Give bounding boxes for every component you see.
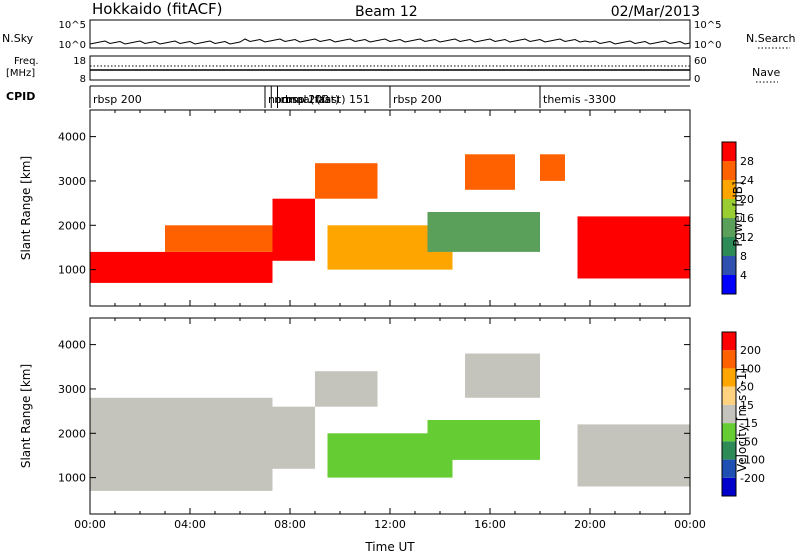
velocity-ylabel: Slant Range [km] [19,364,33,468]
nave-tick-top: 60 [694,56,707,67]
x-tick-label: 00:00 [74,518,106,531]
echo-region [577,424,690,487]
y-tick-label: 4000 [58,339,86,352]
velocity-colorbar-label: Velocity [m s^-1] [735,368,749,472]
nsky-tick-top: 10^5 [59,20,86,31]
cpid-segment-label: rbsp 200 [281,93,330,106]
colorbar-tick-label: -15 [740,417,758,430]
colorbar-swatch [722,368,736,387]
velocity-panel: 1000 2000 3000 4000 00:00 04:00 08:00 12:00 16:… [19,317,706,554]
y-tick-label: 2000 [58,219,86,232]
colorbar-tick-label: 15 [740,399,754,412]
colorbar-tick-label: 12 [740,231,754,244]
freq-label-1: Freq. [14,56,39,67]
echo-region [315,163,378,199]
x-tick-label: 16:00 [474,518,506,531]
y-tick-label: 2000 [58,427,86,440]
power-colorbar-label: Power [dB] [731,181,745,246]
echo-region [272,198,315,261]
cpid-segment-label: rbsp 200 [393,93,442,106]
colorbar-swatch [722,459,736,478]
colorbar-tick-label: -100 [740,454,765,467]
echo-region [465,154,515,190]
colorbar-swatch [722,441,736,460]
nsearch-tick-bottom: 10^0 [694,40,721,51]
y-tick-label: 3000 [58,175,86,188]
colorbar-tick-label: 50 [740,381,754,394]
nsky-tick-bottom: 10^0 [59,40,86,51]
x-tick-label: 08:00 [274,518,306,531]
nave-label: Nave [752,66,780,79]
colorbar-swatch [722,350,736,369]
nsky-strip: N.Sky 10^5 10^0 10^5 10^0 N.Search [2,19,796,51]
y-tick-label: 3000 [58,383,86,396]
freq-label-2: [MHz] [6,68,35,79]
colorbar-swatch [722,332,736,351]
colorbar-tick-label: 20 [740,193,754,206]
colorbar-tick-label: -200 [740,472,765,485]
nsearch-tick-top: 10^5 [694,20,721,31]
colorbar-swatch [722,275,736,294]
colorbar-swatch [722,199,736,218]
colorbar-tick-label: 200 [740,344,761,357]
time-xlabel: Time UT [364,540,415,554]
freq-tick-top: 18 [73,56,86,67]
colorbar-tick-label: 24 [740,174,754,187]
freq-tick-bottom: 8 [80,74,86,85]
echo-region [540,154,565,181]
x-tick-label: 20:00 [574,518,606,531]
colorbar-swatch [722,386,736,405]
power-ylabel: Slant Range [km] [19,156,33,260]
echo-region [427,420,540,460]
cpid-strip: CPID rbsp 200 normal (fast)normal (fast) … [6,85,690,108]
colorbar-swatch [722,404,736,424]
colorbar-swatch [722,423,736,442]
nsky-label: N.Sky [2,32,34,45]
cpid-segment-label: normal (fast) [268,93,339,106]
x-tick-label: 12:00 [374,518,406,531]
echo-region [427,212,540,252]
beam-label: Beam 12 [355,4,418,20]
station-title: Hokkaido (fitACF) [92,0,223,18]
cpid-segment-label: rbsp 200 [93,93,142,106]
colorbar-tick-label: 4 [740,269,747,282]
colorbar-tick-label: -50 [740,435,758,448]
colorbar-tick-label: 8 [740,250,747,263]
colorbar-swatch [722,218,736,237]
colorbar-swatch [722,180,736,199]
colorbar-tick-label: 16 [740,212,754,225]
colorbar-swatch [722,477,736,496]
x-tick-label: 04:00 [174,518,206,531]
cpid-label: CPID [6,90,35,103]
nave-tick-bottom: 0 [694,74,700,85]
velocity-colorbar: 200 100 50 15 -15 -50 -100 -200 Velocity [m s^-… [721,331,765,497]
power-panel: 1000 2000 3000 4000 Slant Range [km] [19,109,691,307]
freq-strip: Freq. [MHz] 18 8 60 0 Nave [6,55,780,85]
x-tick-label: 00:00 [674,518,706,531]
colorbar-tick-label: 28 [740,155,754,168]
colorbar-swatch [722,142,736,161]
echo-region [90,251,273,283]
echo-region [90,397,273,491]
nsearch-label: N.Search [746,32,796,45]
echo-region [165,225,273,252]
cpid-segment-label: themis -3300 [543,93,616,106]
power-colorbar: 4 8 12 16 20 24 28 Power [dB] [721,141,754,295]
date-label: 02/Mar/2013 [611,4,700,20]
nsky-trace [89,38,691,45]
colorbar-swatch [722,256,736,275]
colorbar-tick-label: 100 [740,362,761,375]
colorbar-swatch [722,161,736,180]
echo-region [577,216,690,279]
echo-region [465,353,540,398]
colorbar-swatch [722,237,736,256]
y-tick-label: 1000 [58,264,86,277]
y-tick-label: 1000 [58,472,86,485]
echo-region [315,371,378,407]
cpid-segment-label: normal (fast) 151 [274,93,370,106]
y-tick-label: 4000 [58,131,86,144]
echo-region [272,406,315,469]
